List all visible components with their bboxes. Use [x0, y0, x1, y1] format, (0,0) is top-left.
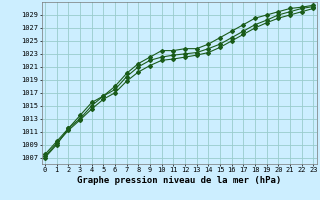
X-axis label: Graphe pression niveau de la mer (hPa): Graphe pression niveau de la mer (hPa) — [77, 176, 281, 185]
